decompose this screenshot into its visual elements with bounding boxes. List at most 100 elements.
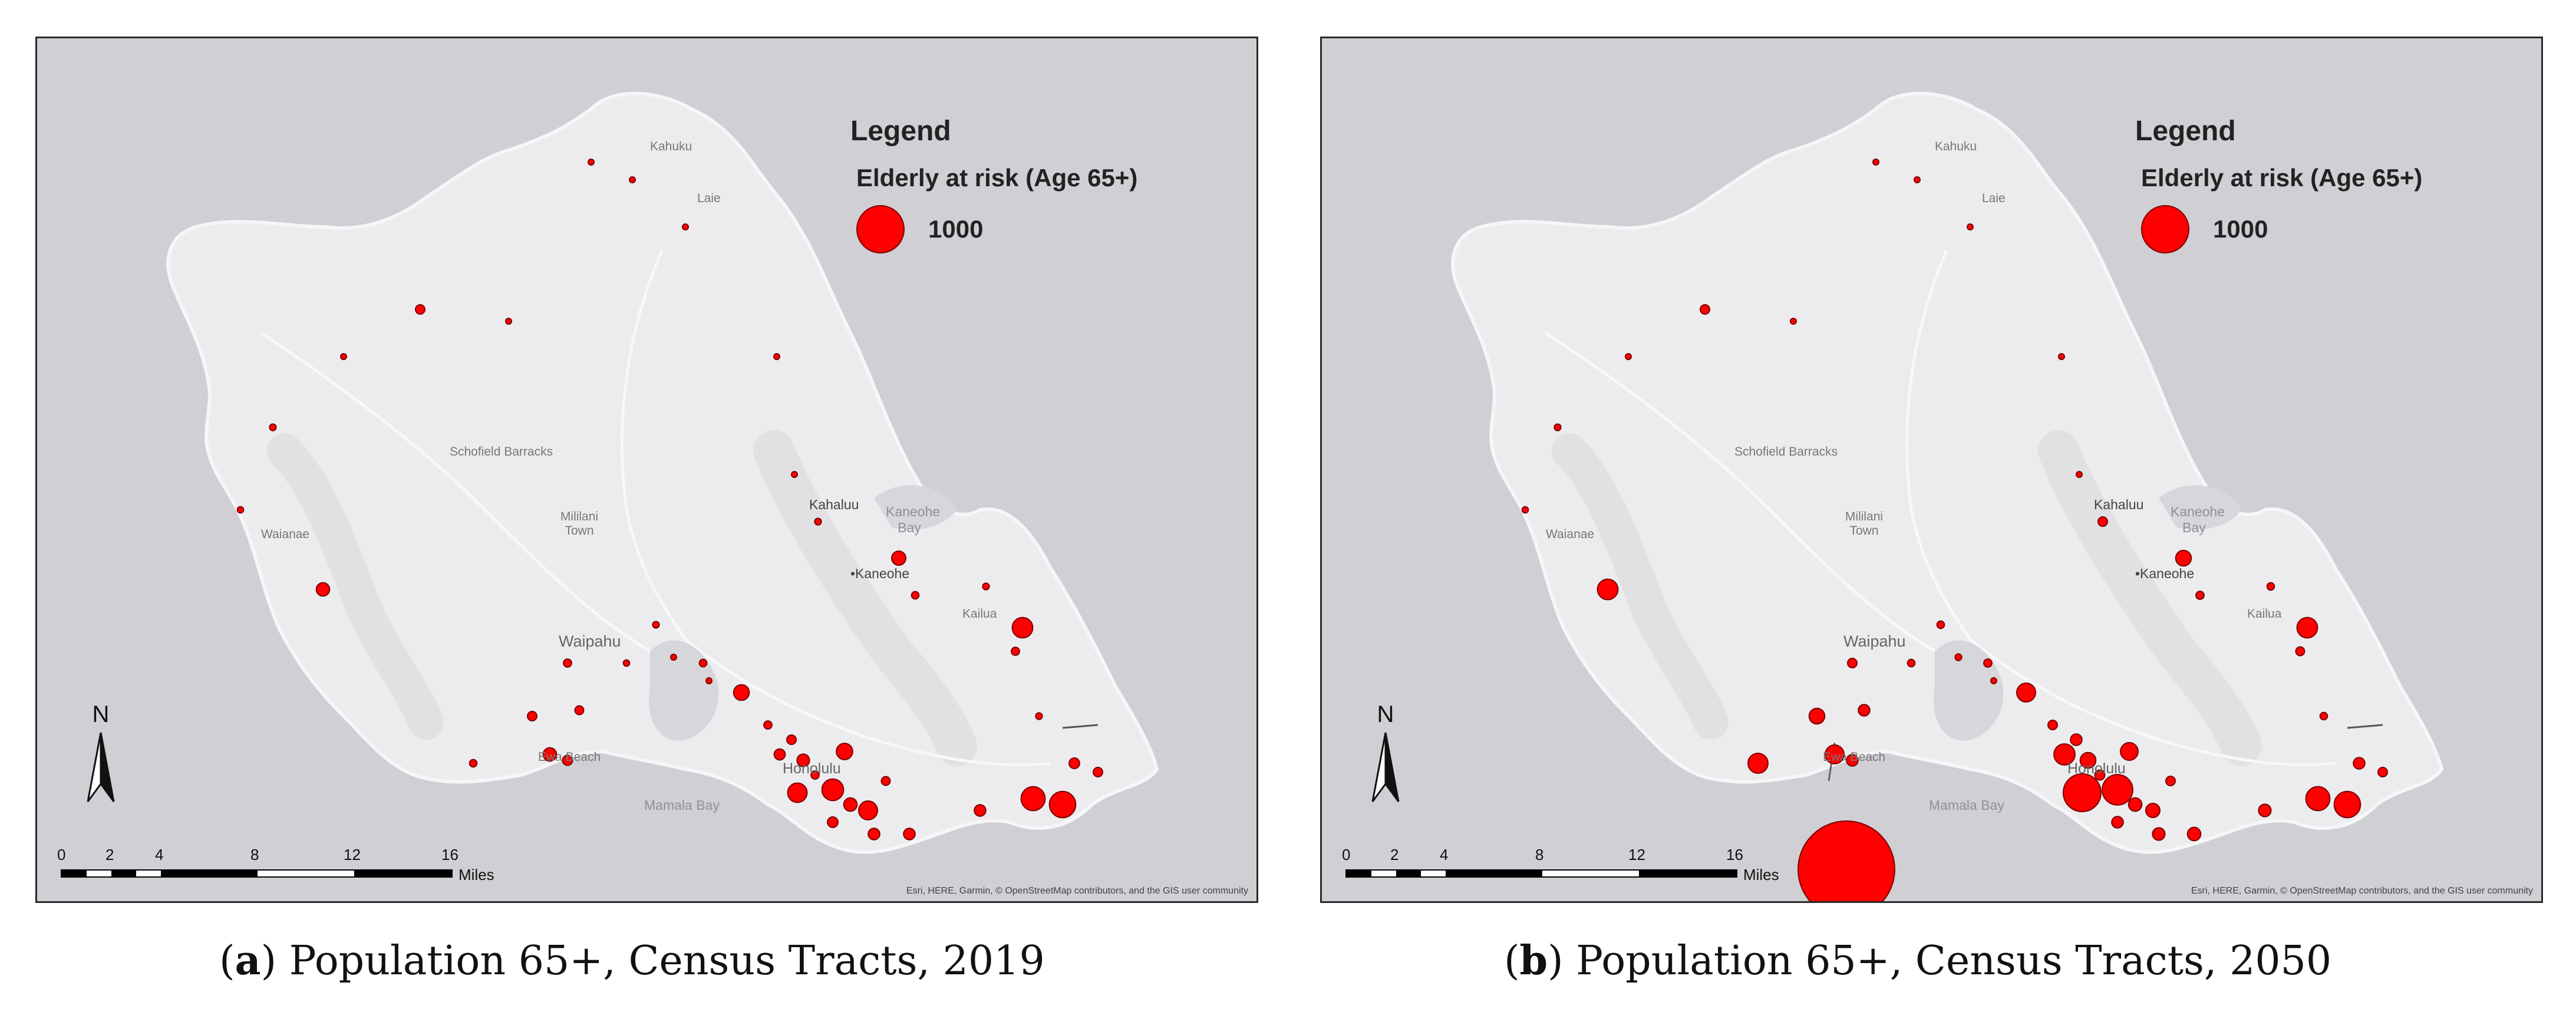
risk-symbol-wahiawa-n xyxy=(2058,353,2065,360)
place-ewa-beach: Ewa Beach xyxy=(538,750,601,764)
north-arrow-icon xyxy=(87,732,115,802)
risk-symbol-nanakuli xyxy=(1597,578,1619,601)
risk-symbol-kuliouou xyxy=(1068,757,1080,769)
risk-symbol-moanalua xyxy=(2047,720,2058,730)
attribution: Esri, HERE, Garmin, © OpenStreetMap cont… xyxy=(2191,886,2533,896)
risk-symbol-ewa xyxy=(527,711,537,721)
caption-letter: b xyxy=(1519,937,1548,984)
risk-symbol-hawaii-kai xyxy=(1020,786,1046,812)
place-kahuku: Kahuku xyxy=(650,140,692,153)
place-kahuku: Kahuku xyxy=(1935,140,1977,153)
risk-symbol-kapahulu xyxy=(2145,803,2161,818)
risk-symbol-waikiki xyxy=(821,778,845,802)
risk-symbol-laie xyxy=(682,223,689,230)
scale-unit: Miles xyxy=(1743,866,1779,884)
north-arrow: N xyxy=(1368,701,1403,807)
risk-symbol-kuliouou xyxy=(2353,757,2366,770)
risk-symbol-haleiwa xyxy=(340,353,347,360)
risk-symbol-kalama xyxy=(1093,767,1103,777)
risk-symbol-moanalua xyxy=(763,720,773,730)
risk-symbol-kalihi xyxy=(2070,733,2083,746)
risk-symbol-ewa-beach xyxy=(542,747,558,762)
risk-symbol-palolo xyxy=(880,776,891,786)
risk-symbol-kaneohe xyxy=(891,550,906,566)
place-waipahu: Waipahu xyxy=(1843,632,1906,650)
risk-symbol-kailua-s xyxy=(1011,647,1020,656)
risk-symbol-liliha xyxy=(796,753,810,767)
risk-symbol-makaha xyxy=(1553,423,1562,431)
place-kaneohe: •Kaneohe xyxy=(2135,566,2195,581)
risk-symbol-wahiawa-n xyxy=(773,353,780,360)
risk-symbol-aiea xyxy=(1954,653,1962,661)
risk-symbol-ewa xyxy=(1808,707,1826,725)
risk-symbol-makaha xyxy=(269,423,277,431)
legend-subtitle: Elderly at risk (Age 65+) xyxy=(2141,164,2423,192)
risk-symbol-kaaawa xyxy=(2076,471,2083,478)
kaneohe-bay xyxy=(2159,485,2241,530)
risk-symbol-north-shore xyxy=(1872,159,1879,166)
risk-symbol-aiea xyxy=(670,654,677,661)
scale-bar-graphic xyxy=(61,869,453,878)
place-ewa-beach: Ewa Beach xyxy=(1823,750,1886,764)
risk-symbol-kaneohe-s xyxy=(911,591,920,600)
risk-symbol-pearl-city xyxy=(1936,620,1945,629)
risk-symbol-aina-haina xyxy=(903,828,916,840)
risk-symbol-makiki xyxy=(2120,742,2139,761)
risk-symbol-hawaii-kai-e xyxy=(1048,790,1077,819)
symbol-layer xyxy=(1521,159,2388,901)
risk-symbol-waipio xyxy=(1990,677,1997,684)
risk-symbol-waimanalo xyxy=(2319,711,2328,721)
place-mililani: Mililani Town xyxy=(1845,510,1884,538)
risk-symbol-hawaii-kai xyxy=(2305,786,2331,812)
risk-symbol-kaimuki xyxy=(843,797,858,812)
risk-symbol-waipahu-s xyxy=(622,659,631,667)
scale-tick-16: 16 xyxy=(441,846,459,863)
scale-tick-12: 12 xyxy=(1628,846,1645,863)
risk-symbol-north-shore xyxy=(588,159,595,166)
risk-symbol-kahuku xyxy=(629,176,636,183)
scale-tick-2: 2 xyxy=(1390,846,1399,863)
highway-2 xyxy=(260,331,651,653)
risk-symbol-kaimuki xyxy=(2128,797,2143,812)
risk-symbol-waikiki-w xyxy=(2063,773,2102,812)
risk-symbol-nanakuli-s xyxy=(469,759,478,768)
risk-symbol-waianae xyxy=(236,506,245,514)
highway xyxy=(1905,250,2336,767)
highway-2 xyxy=(1545,331,1936,653)
caption-text: ) Population 65+, Census Tracts, 2050 xyxy=(1548,938,2332,984)
place-mamala-bay: Mamala Bay xyxy=(644,797,720,813)
mountain-shading-east xyxy=(753,430,977,766)
place-kailua: Kailua xyxy=(962,607,997,621)
scale-unit: Miles xyxy=(459,866,494,884)
risk-symbol-waipahu xyxy=(698,658,708,668)
risk-symbol-kalama xyxy=(2377,767,2388,777)
caption-a: (a) Population 65+, Census Tracts, 2019 xyxy=(219,937,1045,984)
mountain-shading xyxy=(267,433,444,740)
legend-row: 1000 xyxy=(2141,205,2422,253)
risk-symbol-kaaawa xyxy=(791,471,798,478)
risk-symbol-waikiki xyxy=(2102,774,2133,806)
highway xyxy=(621,250,1051,767)
place-mamala-bay: Mamala Bay xyxy=(1929,797,2004,813)
place-schofield: Schofield Barracks xyxy=(1734,445,1838,459)
legend: Legend Elderly at risk (Age 65+) 1000 xyxy=(850,115,1137,253)
map-panel-b: Legend Elderly at risk (Age 65+) 1000 Ka… xyxy=(1320,37,2543,903)
place-kahaluu: Kahaluu xyxy=(2094,497,2144,512)
risk-symbol-offshore-honolulu xyxy=(1797,820,1895,901)
risk-symbol-mokuleia xyxy=(1790,318,1797,325)
risk-symbol-waianae xyxy=(1521,506,1529,514)
risk-symbol-manoa xyxy=(810,770,820,780)
risk-symbol-kahaluu xyxy=(2097,516,2108,527)
place-honolulu: Honolulu xyxy=(2067,760,2126,777)
mountain-shading-east xyxy=(2038,430,2262,766)
risk-symbol-kalihi-s xyxy=(2053,743,2076,766)
risk-symbol-kalihi-s xyxy=(773,748,786,761)
legend-value: 1000 xyxy=(2213,215,2268,243)
place-honolulu: Honolulu xyxy=(783,760,841,777)
risk-symbol-portlock xyxy=(2258,803,2272,817)
scale-tick-0: 0 xyxy=(1342,846,1351,863)
north-arrow-icon xyxy=(1371,732,1400,802)
risk-symbol-waialua xyxy=(1700,304,1710,315)
north-arrow: N xyxy=(83,701,118,807)
risk-symbol-haleiwa xyxy=(1625,353,1632,360)
